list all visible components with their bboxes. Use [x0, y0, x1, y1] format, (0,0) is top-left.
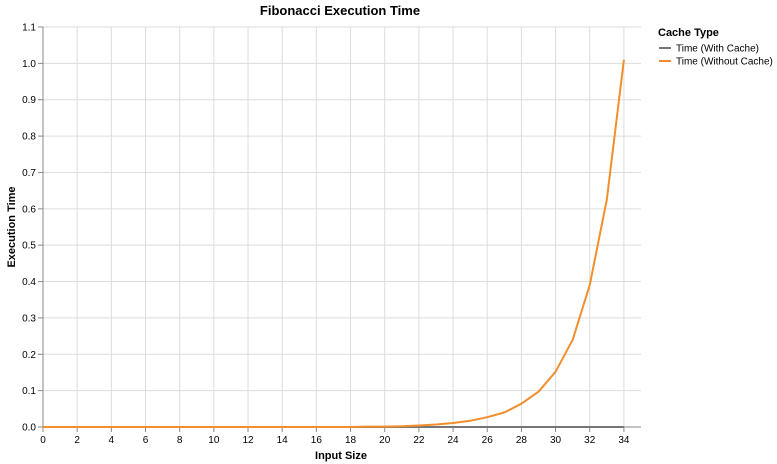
- y-tick-label: 0.1: [22, 386, 36, 397]
- x-tick-label: 12: [242, 435, 254, 446]
- x-tick-label: 20: [379, 435, 391, 446]
- y-tick-label: 0.9: [22, 95, 36, 106]
- axes: [42, 27, 641, 428]
- x-axis-ticks: 0 2 4 6 8 10 12 14 16 18 20 22 24 26 28 30 32 34: [40, 427, 630, 446]
- x-tick-label: 14: [277, 435, 289, 446]
- y-tick-label: 1.1: [22, 23, 36, 34]
- x-tick-label: 6: [143, 435, 149, 446]
- y-tick-label: 0.8: [22, 132, 36, 143]
- x-axis-title: Input Size: [315, 450, 367, 462]
- x-tick-label: 34: [618, 435, 630, 446]
- x-tick-label: 10: [208, 435, 220, 446]
- chart-title: Fibonacci Execution Time: [260, 3, 420, 18]
- x-tick-label: 4: [109, 435, 115, 446]
- y-tick-label: 1.0: [22, 59, 36, 70]
- x-tick-label: 30: [550, 435, 562, 446]
- y-tick-label: 0.6: [22, 204, 36, 215]
- y-tick-label: 0.0: [22, 423, 36, 434]
- x-tick-label: 8: [177, 435, 183, 446]
- x-tick-label: 16: [311, 435, 323, 446]
- y-tick-label: 0.2: [22, 350, 36, 361]
- x-tick-label: 22: [413, 435, 425, 446]
- x-tick-label: 24: [447, 435, 459, 446]
- x-tick-label: 0: [40, 435, 46, 446]
- legend-label: Time (Without Cache): [676, 57, 773, 68]
- x-tick-label: 18: [345, 435, 357, 446]
- grid: [42, 26, 641, 428]
- y-tick-label: 0.5: [22, 241, 36, 252]
- y-tick-label: 0.4: [22, 277, 36, 288]
- legend-items: Time (With Cache) Time (Without Cache): [659, 44, 773, 68]
- y-tick-label: 0.3: [22, 313, 36, 324]
- x-tick-label: 32: [584, 435, 596, 446]
- y-axis-ticks: 0.0 0.1 0.2 0.3 0.4 0.5 0.6 0.7 0.8 0.9 1.0 1.1: [22, 23, 43, 434]
- x-tick-label: 26: [482, 435, 494, 446]
- x-tick-label: 2: [74, 435, 80, 446]
- legend-label: Time (With Cache): [676, 44, 759, 55]
- y-tick-label: 0.7: [22, 168, 36, 179]
- series-lines: [43, 59, 625, 428]
- legend-title: Cache Type: [658, 27, 719, 39]
- series-line-1: [43, 59, 625, 428]
- y-axis-title: Execution Time: [6, 186, 18, 267]
- x-tick-label: 28: [516, 435, 528, 446]
- legend: Cache Type Time (With Cache) Time (Withou…: [658, 27, 773, 68]
